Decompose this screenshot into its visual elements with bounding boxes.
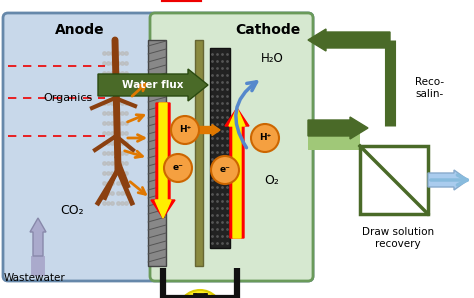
FancyBboxPatch shape (3, 13, 313, 281)
Text: Water flux: Water flux (122, 80, 184, 90)
FancyArrow shape (229, 108, 245, 238)
Bar (308, 130, 360, 150)
FancyArrow shape (30, 218, 46, 256)
Text: Draw solution
recovery: Draw solution recovery (362, 227, 434, 249)
Text: Organics: Organics (44, 93, 92, 103)
Circle shape (251, 124, 279, 152)
Circle shape (178, 290, 222, 298)
FancyArrow shape (308, 117, 368, 139)
Text: e⁻: e⁻ (219, 165, 230, 175)
Bar (148, 40, 166, 266)
Text: Reco-
salin-: Reco- salin- (415, 77, 445, 99)
Text: H⁺: H⁺ (259, 134, 271, 142)
FancyArrow shape (198, 125, 220, 136)
Text: Anode: Anode (55, 23, 105, 37)
FancyArrow shape (98, 69, 208, 101)
Bar (360, 146, 428, 214)
Circle shape (164, 154, 192, 182)
FancyBboxPatch shape (150, 13, 313, 281)
Text: H₂O: H₂O (261, 52, 283, 64)
FancyArrow shape (308, 29, 390, 51)
FancyArrow shape (151, 103, 175, 218)
Text: O₂: O₂ (264, 173, 280, 187)
Bar (195, 40, 203, 266)
Bar (210, 48, 230, 248)
Text: H⁺: H⁺ (179, 125, 191, 134)
Circle shape (171, 116, 199, 144)
Text: CO₂: CO₂ (60, 204, 84, 217)
Text: Wastewater: Wastewater (4, 273, 66, 283)
FancyArrow shape (428, 170, 468, 190)
Text: e⁻: e⁻ (173, 164, 183, 173)
Text: Cathode: Cathode (236, 23, 301, 37)
FancyArrow shape (155, 103, 171, 218)
FancyArrow shape (225, 108, 249, 238)
Circle shape (211, 156, 239, 184)
